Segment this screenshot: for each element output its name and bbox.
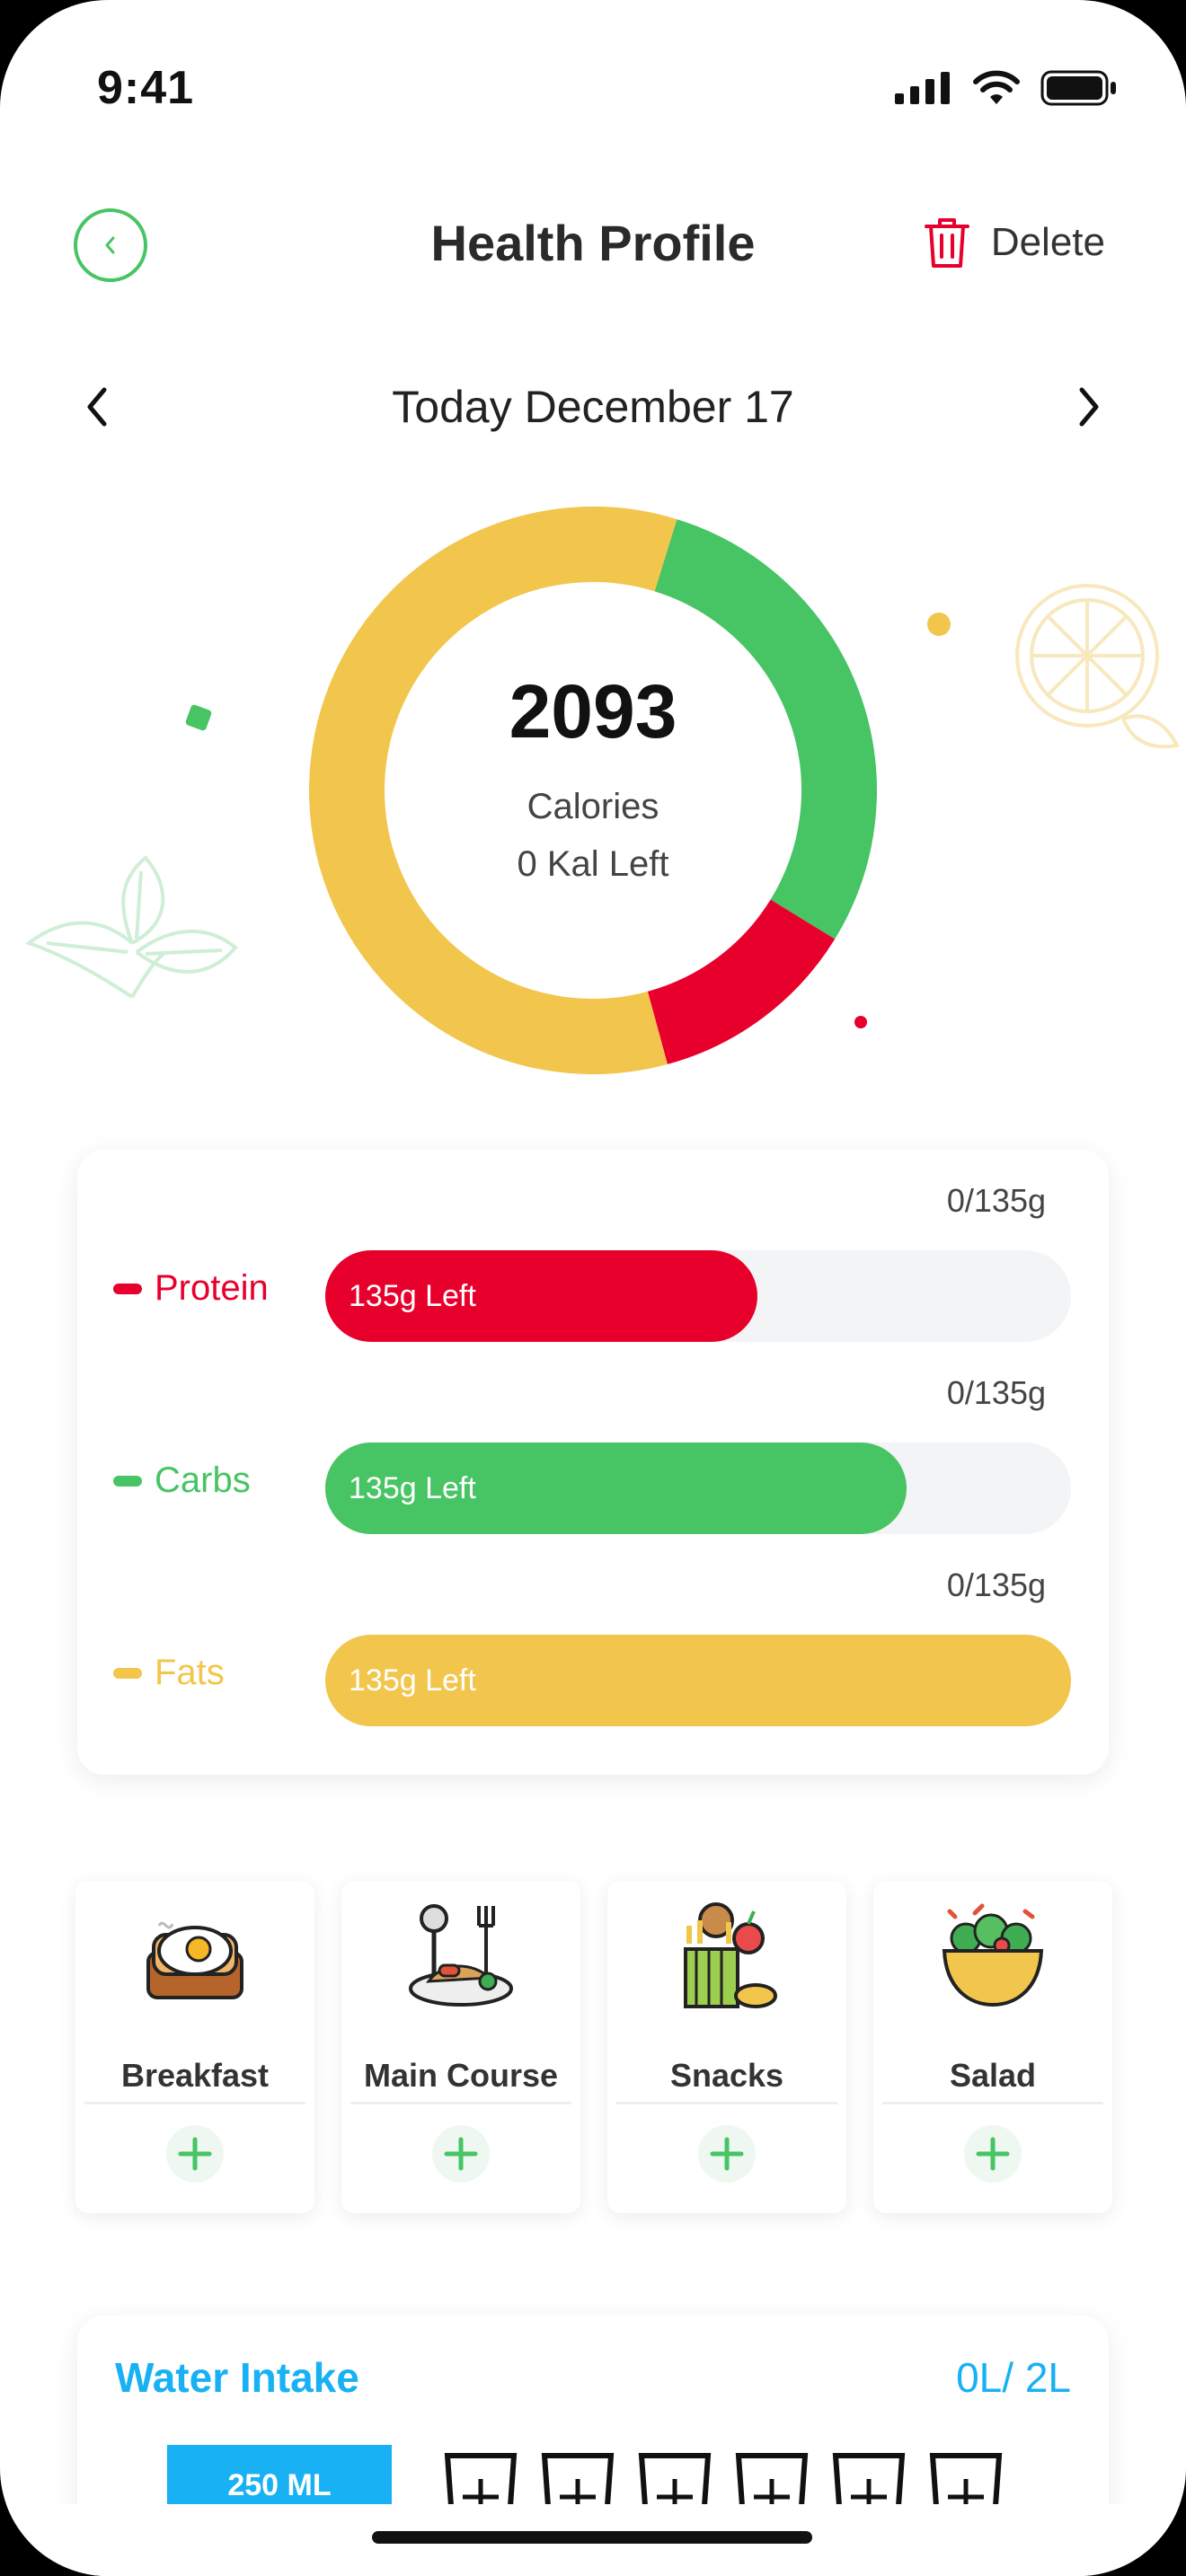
macro-fill-label: 135g Left	[349, 1279, 476, 1313]
macro-row-protein: 0/135g Protein 135g Left	[77, 1150, 1109, 1342]
macro-color-dash	[113, 1283, 142, 1294]
macro-fill-label: 135g Left	[349, 1663, 476, 1698]
home-indicator[interactable]	[372, 2531, 812, 2544]
ring-segment-fats	[309, 507, 677, 1074]
meal-card-breakfast[interactable]: Breakfast	[75, 1881, 314, 2213]
calorie-ring-chart	[309, 507, 877, 1074]
salad-icon	[942, 1903, 1044, 2007]
macro-progress-fill: 135g Left	[325, 1250, 758, 1342]
macro-fill-label: 135g Left	[349, 1471, 476, 1505]
page-title: Health Profile	[430, 215, 756, 271]
add-snacks-button[interactable]	[698, 2125, 756, 2183]
macro-label: Protein	[155, 1268, 269, 1308]
previous-day-button[interactable]	[81, 384, 113, 434]
plus-icon	[178, 2137, 212, 2171]
water-amount-label: 250 ML	[227, 2468, 332, 2502]
meal-label: Snacks	[669, 2057, 784, 2094]
macro-label: Fats	[155, 1653, 225, 1692]
macro-label: Carbs	[155, 1460, 251, 1500]
main-course-icon	[409, 1904, 513, 2007]
add-salad-button[interactable]	[964, 2125, 1022, 2183]
macro-total: 0/135g	[946, 1182, 1046, 1219]
macro-total: 0/135g	[946, 1566, 1046, 1603]
status-icons	[895, 70, 1118, 106]
macro-row-carbs: 0/135g Carbs 135g Left	[77, 1342, 1109, 1534]
meal-divider	[616, 2102, 837, 2104]
chevron-left-icon	[105, 236, 115, 254]
meal-divider	[84, 2102, 305, 2104]
add-main-course-button[interactable]	[432, 2125, 490, 2183]
mint-leaf-icon	[24, 855, 238, 999]
macro-progress-fill: 135g Left	[325, 1442, 907, 1534]
macro-name: Carbs	[113, 1460, 251, 1501]
green-confetti-icon	[185, 704, 212, 731]
date-label: Today December 17	[392, 382, 794, 432]
red-dot-icon	[854, 1016, 867, 1028]
plus-icon	[976, 2137, 1010, 2171]
meal-card-main-course[interactable]: Main Course	[341, 1881, 580, 2213]
meal-divider	[882, 2102, 1103, 2104]
meal-card-salad[interactable]: Salad	[873, 1881, 1112, 2213]
signal-icon	[895, 72, 950, 104]
status-time: 9:41	[97, 62, 195, 114]
next-day-button[interactable]	[1073, 384, 1105, 434]
back-button[interactable]	[74, 208, 147, 282]
meal-label: Main Course	[363, 2057, 559, 2094]
delete-label: Delete	[990, 220, 1105, 264]
chevron-left-icon	[87, 387, 107, 427]
plus-icon	[710, 2137, 744, 2171]
macro-progress-track: 135g Left	[325, 1250, 1071, 1342]
breakfast-icon	[146, 1921, 243, 1999]
macro-name: Protein	[113, 1268, 269, 1309]
macro-progress-track: 135g Left	[325, 1442, 1071, 1534]
macro-total: 0/135g	[946, 1374, 1046, 1411]
add-breakfast-button[interactable]	[166, 2125, 224, 2183]
lemon-slice-icon	[1015, 584, 1181, 749]
water-intake-amount: 0L/ 2L	[956, 2354, 1071, 2401]
calories-left: 0 Kal Left	[517, 844, 669, 884]
macro-progress-track: 135g Left	[325, 1635, 1071, 1726]
plus-icon	[444, 2137, 478, 2171]
chevron-right-icon	[1079, 387, 1099, 427]
meal-divider	[350, 2102, 571, 2104]
macro-row-fats: 0/135g Fats 135g Left	[77, 1534, 1109, 1726]
meal-label: Breakfast	[120, 2057, 270, 2094]
ring-segment-protein	[647, 898, 836, 1064]
snacks-icon	[684, 1902, 777, 2008]
battery-icon	[1040, 70, 1116, 106]
macro-progress-fill: 135g Left	[325, 1635, 1071, 1726]
meal-card-snacks[interactable]: Snacks	[607, 1881, 846, 2213]
ring-segment-carbs	[654, 519, 877, 940]
macro-color-dash	[113, 1475, 142, 1486]
calories-value: 2093	[509, 669, 677, 754]
meal-label: Salad	[949, 2057, 1037, 2094]
delete-button[interactable]: Delete	[923, 216, 1105, 269]
wifi-icon	[973, 70, 1020, 104]
trash-icon	[924, 218, 969, 268]
calories-label: Calories	[527, 787, 659, 826]
yellow-dot-icon	[927, 613, 951, 636]
macros-card: 0/135g Protein 135g Left 0/135g Carbs 13…	[77, 1150, 1109, 1775]
macro-color-dash	[113, 1667, 142, 1679]
macro-name: Fats	[113, 1653, 225, 1693]
water-intake-title: Water Intake	[115, 2354, 359, 2401]
